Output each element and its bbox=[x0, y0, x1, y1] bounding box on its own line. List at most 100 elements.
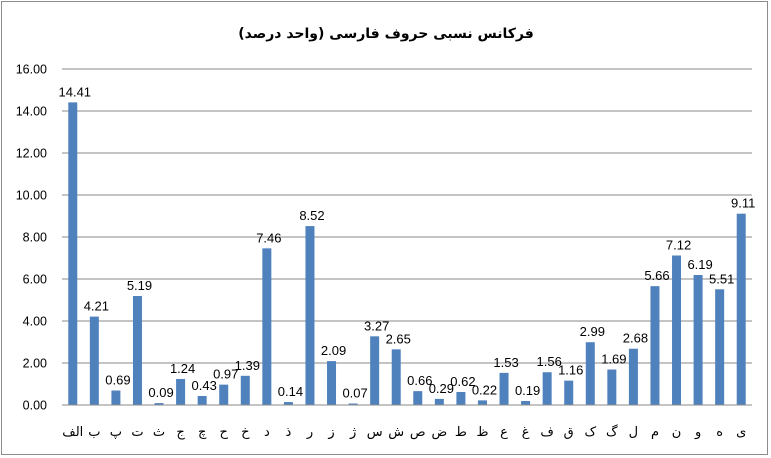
data-label: 14.41 bbox=[59, 84, 92, 99]
data-label: 0.66 bbox=[407, 373, 432, 388]
x-tick-label: الف bbox=[62, 425, 83, 440]
data-label: 2.09 bbox=[321, 343, 346, 358]
y-tick-label: 2.00 bbox=[23, 357, 47, 371]
data-label: 1.16 bbox=[558, 363, 583, 378]
data-label: 0.69 bbox=[105, 373, 130, 388]
data-label: 1.39 bbox=[235, 358, 260, 373]
x-tick-label: ل bbox=[629, 425, 638, 440]
bar bbox=[240, 375, 250, 405]
bar bbox=[499, 372, 509, 405]
bar bbox=[176, 378, 186, 405]
data-label: 3.27 bbox=[364, 318, 389, 333]
bar bbox=[434, 398, 444, 405]
bar bbox=[327, 361, 337, 405]
x-tick-label: چ bbox=[198, 425, 207, 440]
x-tick-label: ه bbox=[716, 425, 723, 440]
data-label: 5.19 bbox=[127, 278, 152, 293]
x-tick-label: ع bbox=[500, 425, 508, 440]
bar bbox=[715, 289, 725, 405]
bar bbox=[736, 213, 746, 405]
data-label: 6.19 bbox=[687, 257, 712, 272]
x-tick-label: ط bbox=[455, 425, 467, 440]
data-label: 1.56 bbox=[537, 354, 562, 369]
data-label: 0.14 bbox=[278, 384, 303, 399]
x-tick-label: ج bbox=[176, 425, 185, 440]
gridlines bbox=[62, 68, 752, 364]
y-tick-label: 8.00 bbox=[23, 231, 47, 245]
x-tick-label: ذ bbox=[286, 425, 292, 440]
data-label: 7.12 bbox=[666, 237, 691, 252]
x-tick-label: ظ bbox=[476, 425, 488, 440]
bar bbox=[607, 369, 617, 405]
bar bbox=[89, 316, 99, 405]
data-label: 1.69 bbox=[601, 352, 626, 367]
data-label: 2.65 bbox=[386, 331, 411, 346]
x-tick-label: س bbox=[367, 425, 383, 440]
data-label: 0.29 bbox=[429, 381, 454, 396]
bar bbox=[370, 336, 380, 405]
bar bbox=[348, 403, 358, 405]
bar bbox=[197, 395, 207, 405]
x-tick-label: خ bbox=[241, 425, 250, 440]
data-label: 5.66 bbox=[644, 268, 669, 283]
x-tick-label: ث bbox=[153, 425, 165, 440]
y-tick-label: 0.00 bbox=[23, 399, 47, 413]
data-label: 5.51 bbox=[709, 271, 734, 286]
data-label: 7.46 bbox=[256, 230, 281, 245]
bar bbox=[693, 275, 703, 405]
x-tick-label: و bbox=[694, 425, 701, 440]
bar bbox=[413, 391, 423, 405]
x-tick-label: ف bbox=[540, 425, 553, 440]
x-tick-label: ح bbox=[220, 425, 229, 440]
bar bbox=[219, 384, 229, 405]
chart-title: فرکانس نسبی حروف فارسی (واحد درصد) bbox=[238, 26, 534, 42]
x-tick-label: م bbox=[651, 425, 659, 440]
x-tick-label: گ bbox=[606, 423, 618, 440]
data-label: 0.97 bbox=[213, 367, 238, 382]
x-tick-label: ر bbox=[306, 425, 313, 440]
bar bbox=[628, 348, 638, 405]
bar bbox=[132, 296, 142, 405]
bar bbox=[154, 403, 164, 405]
data-label: 9.11 bbox=[731, 196, 755, 211]
y-tick-label: 10.00 bbox=[16, 189, 47, 203]
x-tick-label: ز bbox=[327, 425, 334, 440]
x-axis-ticks: الف ب پ ت ث ج چ ح خ د ذ ر ز ژ س ش ص ض ط ظ ع غ ف ق ک گ ل م ن و ه ی bbox=[62, 423, 746, 440]
y-tick-label: 6.00 bbox=[23, 273, 47, 287]
bar bbox=[542, 372, 552, 405]
data-label: 0.62 bbox=[450, 374, 475, 389]
x-tick-label: ژ bbox=[349, 425, 356, 440]
data-label: 4.21 bbox=[84, 299, 109, 314]
x-tick-label: ش bbox=[388, 425, 404, 440]
data-label: 1.24 bbox=[170, 361, 195, 376]
bar bbox=[650, 286, 660, 405]
data-label: 1.53 bbox=[493, 355, 518, 370]
data-label: 0.07 bbox=[342, 386, 367, 401]
data-label: 0.43 bbox=[192, 378, 217, 393]
x-tick-label: ض bbox=[431, 425, 447, 440]
x-tick-label: ک bbox=[584, 425, 596, 440]
x-tick-label: ن bbox=[672, 425, 682, 440]
bar bbox=[585, 342, 595, 405]
y-tick-label: 14.00 bbox=[16, 105, 47, 119]
bar bbox=[477, 400, 487, 405]
bar bbox=[68, 102, 78, 405]
bar bbox=[456, 391, 466, 405]
bars bbox=[68, 102, 746, 405]
data-label: 0.09 bbox=[148, 385, 173, 400]
data-label: 0.22 bbox=[472, 382, 497, 397]
bar bbox=[391, 349, 401, 405]
x-tick-label: ی bbox=[736, 425, 746, 440]
bar bbox=[111, 390, 121, 405]
bar bbox=[564, 380, 574, 405]
bar bbox=[672, 255, 682, 405]
y-axis-ticks: 0.00 2.00 4.00 6.00 8.00 10.00 12.00 14.00 16.00 bbox=[16, 63, 47, 413]
x-tick-label: غ bbox=[522, 425, 530, 440]
data-label: 8.52 bbox=[299, 208, 324, 223]
x-tick-label: ق bbox=[564, 425, 574, 440]
bar bbox=[283, 402, 293, 405]
x-tick-label: پ bbox=[110, 425, 122, 440]
data-labels: 14.41 4.21 0.69 5.19 0.09 1.24 0.430.971.39 7.4… bbox=[59, 84, 756, 400]
